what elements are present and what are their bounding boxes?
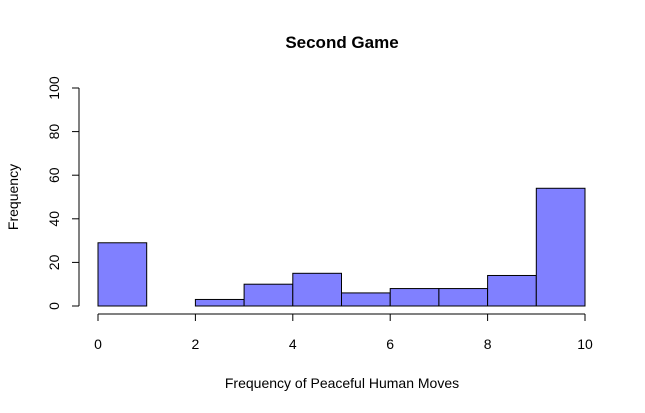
x-tick-label: 6: [386, 336, 394, 352]
x-tick-label: 8: [484, 336, 492, 352]
histogram-bar: [389, 288, 440, 307]
x-axis-label: Frequency of Peaceful Human Moves: [225, 375, 459, 391]
histogram-bar: [438, 288, 489, 307]
y-tick-label: 80: [46, 124, 62, 140]
y-tick-label: 60: [46, 167, 62, 183]
histogram-bar: [487, 274, 537, 307]
y-tick-label: 20: [46, 254, 62, 270]
histogram-bar: [292, 272, 342, 307]
bars-group: [97, 187, 586, 307]
y-tick-label: 100: [46, 76, 62, 100]
y-axis: 0 20 40 60 80 100: [46, 76, 80, 310]
histogram-bar: [97, 242, 148, 307]
histogram-bar: [535, 187, 586, 307]
histogram-bar: [194, 298, 245, 307]
histogram-bar: [243, 283, 294, 307]
y-tick-label: 40: [46, 211, 62, 227]
y-axis-label: Frequency: [5, 164, 21, 230]
histogram-bar: [341, 292, 391, 307]
y-tick-label: 0: [46, 302, 62, 310]
x-tick-label: 10: [577, 336, 593, 352]
x-axis: 0 2 4 6 8 10: [94, 313, 593, 352]
x-tick-label: 2: [192, 336, 200, 352]
chart-title: Second Game: [285, 33, 398, 52]
x-tick-label: 4: [289, 336, 297, 352]
x-tick-label: 0: [94, 336, 102, 352]
